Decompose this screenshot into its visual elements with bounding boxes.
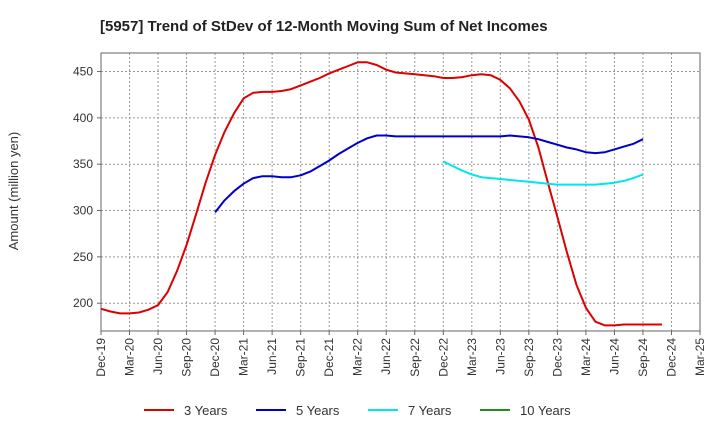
y-tick-label: 450 [73, 65, 93, 79]
legend-label: 3 Years [184, 403, 228, 418]
x-tick-label: Jun-24 [607, 338, 621, 375]
x-tick-label: Sep-20 [180, 338, 194, 377]
legend-label: 10 Years [520, 403, 571, 418]
x-tick-label: Dec-20 [208, 338, 222, 377]
x-tick-label: Mar-22 [351, 338, 365, 376]
x-tick-label: Mar-20 [123, 338, 137, 376]
chart-title: [5957] Trend of StDev of 12-Month Moving… [100, 18, 548, 35]
y-axis-label: Amount (million yen) [6, 132, 21, 251]
series-line-3-years [100, 61, 662, 327]
series-line-7-years [442, 160, 644, 186]
y-axis: 200 250 300 350 400 450 [73, 65, 101, 310]
legend-label: 5 Years [296, 403, 340, 418]
y-tick-label: 400 [73, 111, 93, 125]
x-tick-label: Dec-22 [436, 338, 450, 377]
x-tick-label: Sep-24 [636, 338, 650, 377]
x-tick-label: Dec-21 [322, 338, 336, 377]
legend-label: 7 Years [408, 403, 452, 418]
y-tick-label: 350 [73, 157, 93, 171]
legend: 3 Years 5 Years 7 Years 10 Years [144, 403, 571, 418]
y-tick-label: 250 [73, 250, 93, 264]
x-tick-label: Jun-21 [265, 338, 279, 375]
x-tick-label: Jun-22 [379, 338, 393, 375]
grid [100, 53, 701, 331]
y-tick-label: 200 [73, 296, 93, 310]
x-axis: Dec-19 Mar-20 Jun-20 Sep-20 Dec-20 Mar-21 Jun-… [94, 331, 707, 377]
y-tick-label: 300 [73, 204, 93, 218]
x-tick-label: Dec-19 [94, 338, 108, 377]
x-tick-label: Mar-25 [693, 338, 707, 376]
x-tick-label: Dec-24 [664, 338, 678, 377]
x-tick-label: Dec-23 [550, 338, 564, 377]
x-tick-label: Jun-23 [493, 338, 507, 375]
plot-frame [100, 52, 701, 332]
series-lines [100, 61, 662, 327]
x-tick-label: Mar-21 [237, 338, 251, 376]
x-tick-label: Mar-23 [465, 338, 479, 376]
x-tick-label: Sep-22 [408, 338, 422, 377]
x-tick-label: Jun-20 [151, 338, 165, 375]
x-tick-label: Sep-23 [522, 338, 536, 377]
series-line-5-years [214, 134, 644, 214]
x-tick-label: Mar-24 [579, 338, 593, 376]
x-tick-label: Sep-21 [294, 338, 308, 377]
